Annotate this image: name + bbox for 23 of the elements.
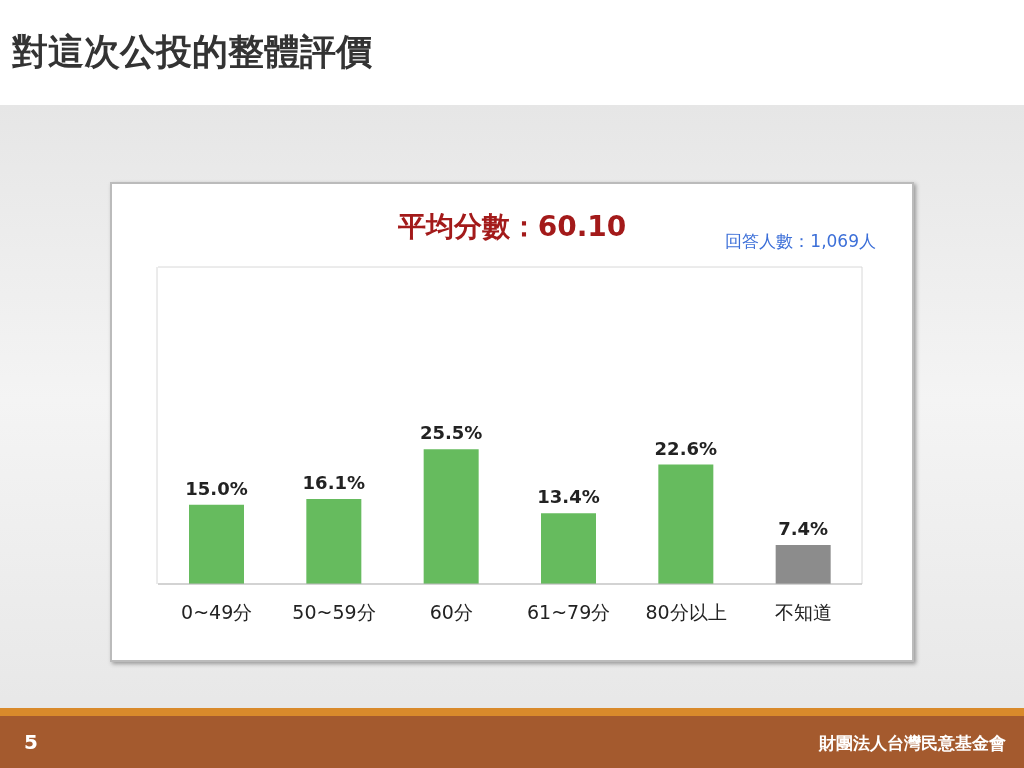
text: 回答人數：1,069人 xyxy=(725,230,876,253)
data-label: 22.6% xyxy=(654,437,718,459)
x-tick-label: 60分 xyxy=(429,601,473,624)
x-tick-label: 80分以上 xyxy=(645,601,727,624)
bar xyxy=(775,544,831,584)
data-label: 15.0% xyxy=(185,477,248,499)
bar xyxy=(423,449,479,584)
text: 財團法人台灣民意基金會 xyxy=(819,732,1006,755)
x-tick-label: 不知道 xyxy=(774,601,832,624)
data-label: 25.5% xyxy=(419,422,483,444)
bar xyxy=(658,464,714,584)
data-label: 16.1% xyxy=(302,471,366,493)
bar xyxy=(541,513,596,584)
text: 5 xyxy=(24,730,38,754)
bar xyxy=(306,498,362,584)
data-label: 7.4% xyxy=(778,517,829,539)
chart-subtitle: 平均分數：60.10 xyxy=(397,210,627,243)
x-tick-label: 50~59分 xyxy=(292,601,376,624)
data-label: 13.4% xyxy=(537,486,600,508)
bar xyxy=(189,504,244,584)
x-tick-label: 0~49分 xyxy=(181,601,253,624)
chart-title: 對這次公投的整體評價 xyxy=(12,30,372,74)
x-tick-label: 61~79分 xyxy=(527,601,611,624)
